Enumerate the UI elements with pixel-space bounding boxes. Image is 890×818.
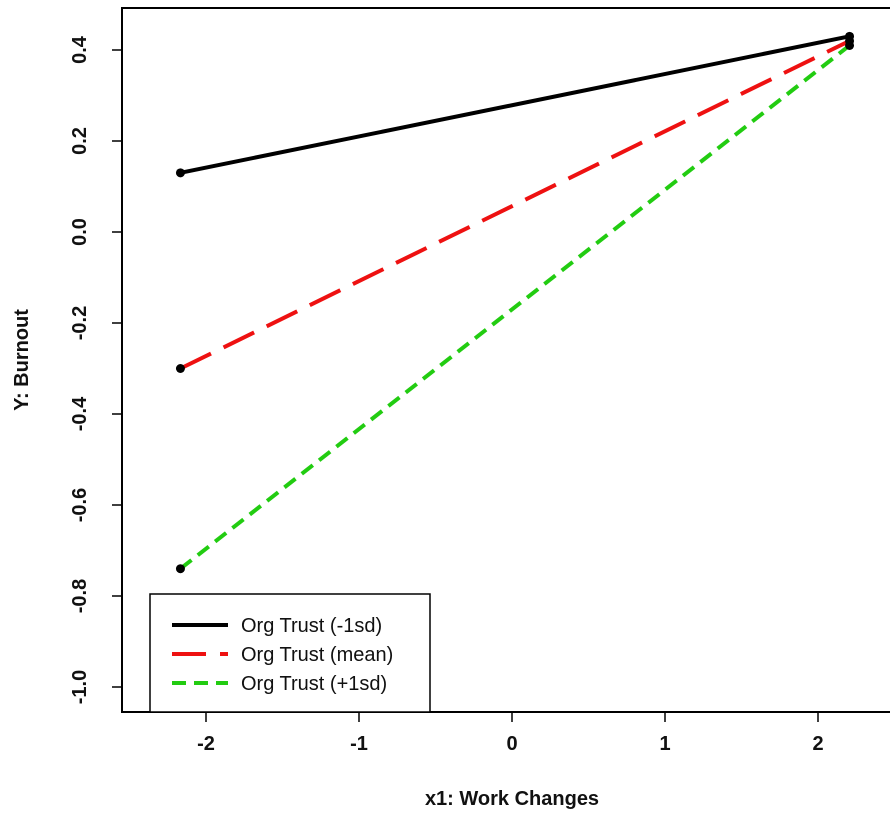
data-point	[175, 364, 185, 373]
legend-label-0: Org Trust (-1sd)	[241, 615, 382, 637]
y-tick-label: -1.0	[69, 670, 91, 704]
legend-label-2: Org Trust (+1sd)	[241, 673, 387, 695]
series-layer	[175, 31, 855, 574]
y-tick-label: 0.4	[69, 35, 91, 64]
series-line-1	[179, 39, 851, 371]
series-line-2	[179, 43, 851, 571]
legend-label-1: Org Trust (mean)	[241, 644, 393, 666]
data-point	[845, 40, 855, 50]
x-tick-label: -1	[350, 733, 368, 755]
x-axis-title: x1: Work Changes	[425, 788, 599, 810]
y-tick-label: 0.2	[69, 127, 91, 155]
x-axis: -2 -1 0 1 2	[197, 712, 824, 755]
x-tick-label: 1	[659, 733, 670, 755]
series-line-0	[180, 34, 850, 175]
x-tick-label: -2	[197, 733, 215, 755]
data-point	[175, 564, 185, 574]
x-tick-label: 2	[812, 733, 823, 755]
y-axis: -1.0 -0.8 -0.6 -0.4 -0.2 0.0 0.2 0.4	[69, 35, 122, 704]
legend: Org Trust (-1sd) Org Trust (mean) Org Trus…	[149, 593, 431, 713]
y-tick-label: -0.8	[69, 579, 91, 613]
y-tick-label: -0.4	[69, 396, 91, 431]
y-tick-label: -0.2	[69, 306, 91, 340]
data-point	[175, 168, 185, 178]
y-axis-title: Y: Burnout	[11, 309, 33, 411]
x-tick-label: 0	[506, 733, 517, 755]
y-tick-label: 0.0	[69, 218, 91, 246]
y-tick-label: -0.6	[69, 488, 91, 522]
